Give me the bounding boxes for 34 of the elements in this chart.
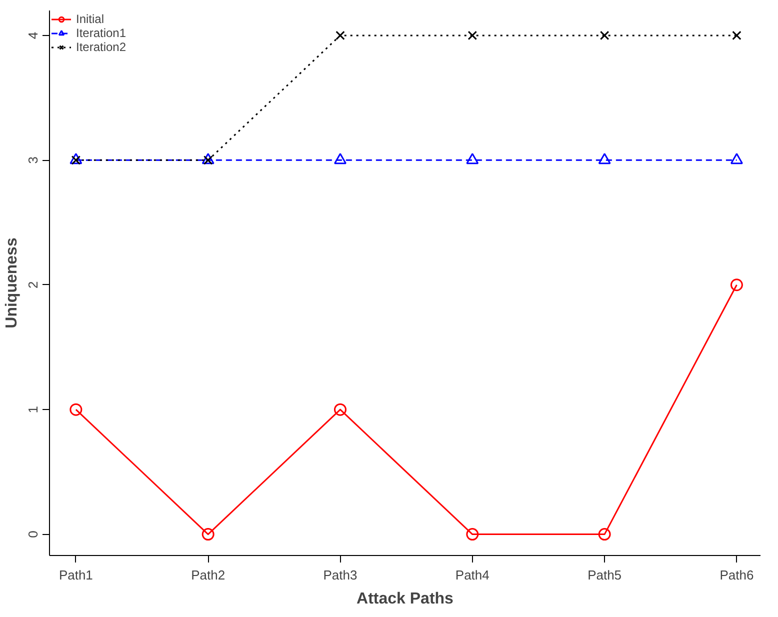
y-tick-label: 0 (26, 530, 40, 538)
point (466, 528, 479, 541)
point (203, 156, 213, 165)
point (598, 528, 611, 541)
point (730, 153, 743, 164)
x-tick-label: Path1 (58, 568, 93, 582)
y-tick-label: 1 (26, 406, 40, 414)
y-tick-label: 3 (26, 156, 40, 164)
y-tick-label: 2 (26, 281, 40, 288)
x-tick-label: Path2 (191, 568, 226, 582)
x-axis-title: Attack Paths (356, 590, 454, 608)
point (334, 153, 346, 164)
point (730, 278, 743, 292)
legend-label: Iteration1 (76, 26, 126, 40)
x-tick-label: Path4 (455, 568, 490, 582)
y-axis-title: Uniqueness (4, 238, 20, 328)
point (598, 153, 611, 164)
point (202, 153, 214, 164)
point (202, 528, 214, 541)
point (70, 153, 82, 164)
point (334, 403, 346, 416)
y-tick-label: 4 (26, 32, 40, 40)
point (468, 30, 478, 40)
point (732, 30, 742, 40)
point (466, 153, 479, 164)
point (600, 30, 610, 40)
point (336, 30, 345, 40)
x-tick-label: Path6 (720, 568, 754, 582)
point (70, 403, 82, 416)
legend-label: Initial (76, 12, 104, 26)
x-tick-label: Path5 (588, 568, 622, 582)
point (71, 156, 81, 165)
legend-label: Iteration2 (76, 40, 126, 54)
x-tick-label: Path3 (323, 568, 358, 582)
